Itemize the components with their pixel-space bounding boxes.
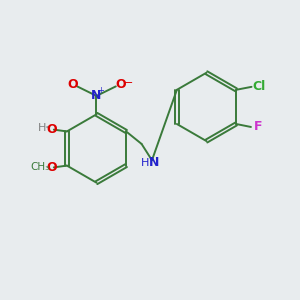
- Text: −: −: [124, 78, 133, 88]
- Text: CH₃: CH₃: [31, 162, 50, 172]
- Text: N: N: [91, 89, 102, 102]
- Text: O: O: [115, 78, 126, 91]
- Text: +: +: [97, 86, 104, 95]
- Text: O: O: [68, 78, 78, 91]
- Text: O: O: [47, 123, 57, 136]
- Text: H: H: [38, 123, 46, 133]
- Text: O: O: [47, 161, 57, 174]
- Text: F: F: [254, 121, 262, 134]
- Text: ·: ·: [45, 121, 49, 135]
- Text: Cl: Cl: [252, 80, 266, 93]
- Text: N: N: [149, 155, 160, 169]
- Text: H: H: [141, 158, 149, 168]
